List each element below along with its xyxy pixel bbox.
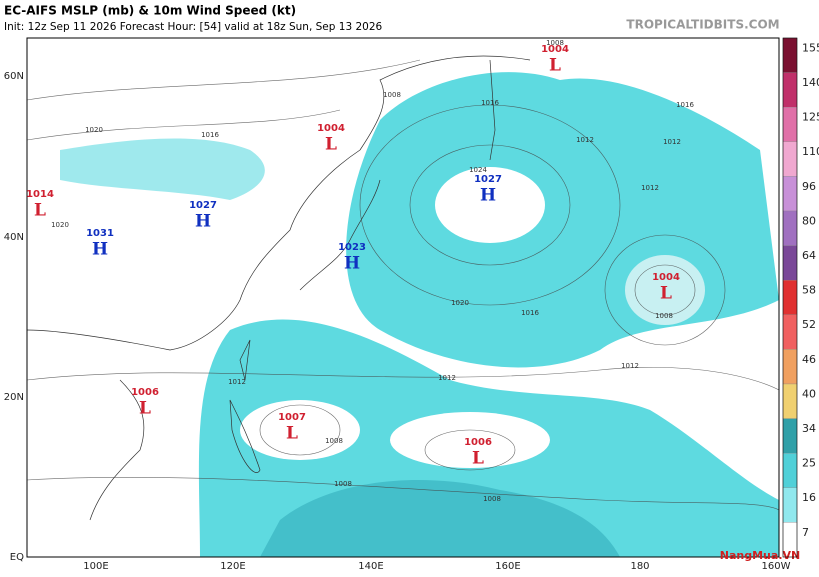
isobar-label: 1016: [676, 101, 694, 109]
colorbar-label: 80: [802, 214, 816, 227]
center-value: 1014: [26, 189, 54, 200]
center-value: 1023: [338, 242, 366, 253]
center-value: 1027: [474, 174, 502, 185]
colorbar-swatch: [782, 141, 798, 177]
colorbar-label: 58: [802, 284, 816, 297]
coastlines: [27, 55, 531, 521]
colorbar-swatch: [782, 107, 798, 142]
title: EC-AIFS MSLP (mb) & 10m Wind Speed (kt): [4, 4, 296, 18]
colorbar-swatch: [782, 453, 798, 488]
colorbar-label: 110: [802, 145, 819, 158]
isobar-label: 1024: [469, 166, 487, 174]
lon-label: 160E: [495, 561, 520, 572]
isobar-label: 1012: [576, 136, 594, 144]
center-value: 1031: [86, 228, 114, 239]
colorbar-swatch: [782, 349, 798, 385]
colorbar-swatch: [782, 210, 798, 246]
isobar-label: 1016: [481, 99, 499, 107]
lon-label: 160W: [762, 561, 791, 572]
colorbar-label: 64: [802, 249, 816, 262]
colorbar-swatch: [782, 314, 798, 350]
colorbar-label: 96: [802, 180, 816, 193]
center-value: 1004: [652, 272, 680, 283]
colorbar-label: 155: [802, 41, 819, 54]
lat-label: 40N: [4, 232, 24, 243]
center-value: 1004: [317, 123, 345, 134]
center-value: 1006: [464, 437, 492, 448]
isobar-label: 1008: [655, 312, 673, 320]
colorbar-swatch: [782, 487, 798, 523]
colorbar-frame: [782, 37, 798, 558]
center-value: 1004: [541, 44, 569, 55]
lon-label: 180: [630, 561, 649, 572]
colorbar-swatch: [782, 383, 798, 419]
colorbar-label: 16: [802, 491, 816, 504]
center-value: 1027: [189, 200, 217, 211]
colorbar-label: 46: [802, 353, 816, 366]
isobar-label: 1012: [228, 378, 246, 386]
isobar-label: 1012: [621, 362, 639, 370]
subtitle: Init: 12z Sep 11 2026 Forecast Hour: [54…: [4, 21, 382, 33]
colorbar-label: 7: [802, 526, 809, 539]
calm-areas: [240, 167, 705, 468]
map-frame: [26, 37, 780, 558]
center-symbol: H: [344, 254, 360, 274]
colorbar-label: 125: [802, 111, 819, 124]
isobar-label: 1012: [641, 184, 659, 192]
colorbar-swatch: [782, 72, 798, 108]
colorbar-swatch: [782, 176, 798, 212]
isobar-label: 1020: [85, 126, 103, 134]
map-area: [27, 38, 779, 557]
colorbar-swatch: [782, 280, 798, 315]
isobar-label: 1008: [483, 495, 501, 503]
colorbar-swatch: [782, 245, 798, 281]
isobar-label: 1008: [325, 437, 343, 445]
center-symbol: L: [660, 284, 672, 304]
center-symbol: H: [195, 212, 211, 232]
colorbar-label: 34: [802, 422, 816, 435]
lon-label: 120E: [220, 561, 245, 572]
isobar-label: 1012: [663, 138, 681, 146]
isobar-label: 1016: [201, 131, 219, 139]
lon-label: 140E: [358, 561, 383, 572]
isobar-label: 1020: [451, 299, 469, 307]
lat-label: EQ: [10, 552, 24, 563]
lon-label: 100E: [83, 561, 108, 572]
colorbar-label: 140: [802, 76, 819, 89]
colorbar-label: 52: [802, 318, 816, 331]
isobar-label: 1020: [51, 221, 69, 229]
center-symbol: L: [472, 449, 484, 469]
watermark: NangMua.VN: [720, 549, 800, 562]
site: TROPICALTIDBITS.COM: [626, 18, 779, 32]
colorbar-swatch: [782, 37, 798, 73]
isobar-label: 1012: [438, 374, 456, 382]
center-symbol: L: [286, 424, 298, 444]
center-symbol: L: [139, 399, 151, 419]
isobar-label: 1008: [546, 39, 564, 47]
center-symbol: L: [34, 201, 46, 221]
colorbar-label: 25: [802, 457, 816, 470]
center-symbol: H: [480, 186, 496, 206]
center-symbol: L: [325, 135, 337, 155]
colorbar-label: 40: [802, 387, 816, 400]
isobar-label: 1008: [334, 480, 352, 488]
isobars: [27, 59, 779, 511]
lat-label: 20N: [4, 392, 24, 403]
isobar-label: 1016: [521, 309, 539, 317]
lat-label: 60N: [4, 71, 24, 82]
center-symbol: H: [92, 240, 108, 260]
isobar-label: 1008: [383, 91, 401, 99]
colorbar-swatch: [782, 418, 798, 454]
center-symbol: L: [549, 56, 561, 76]
center-value: 1007: [278, 412, 306, 423]
center-value: 1006: [131, 387, 159, 398]
